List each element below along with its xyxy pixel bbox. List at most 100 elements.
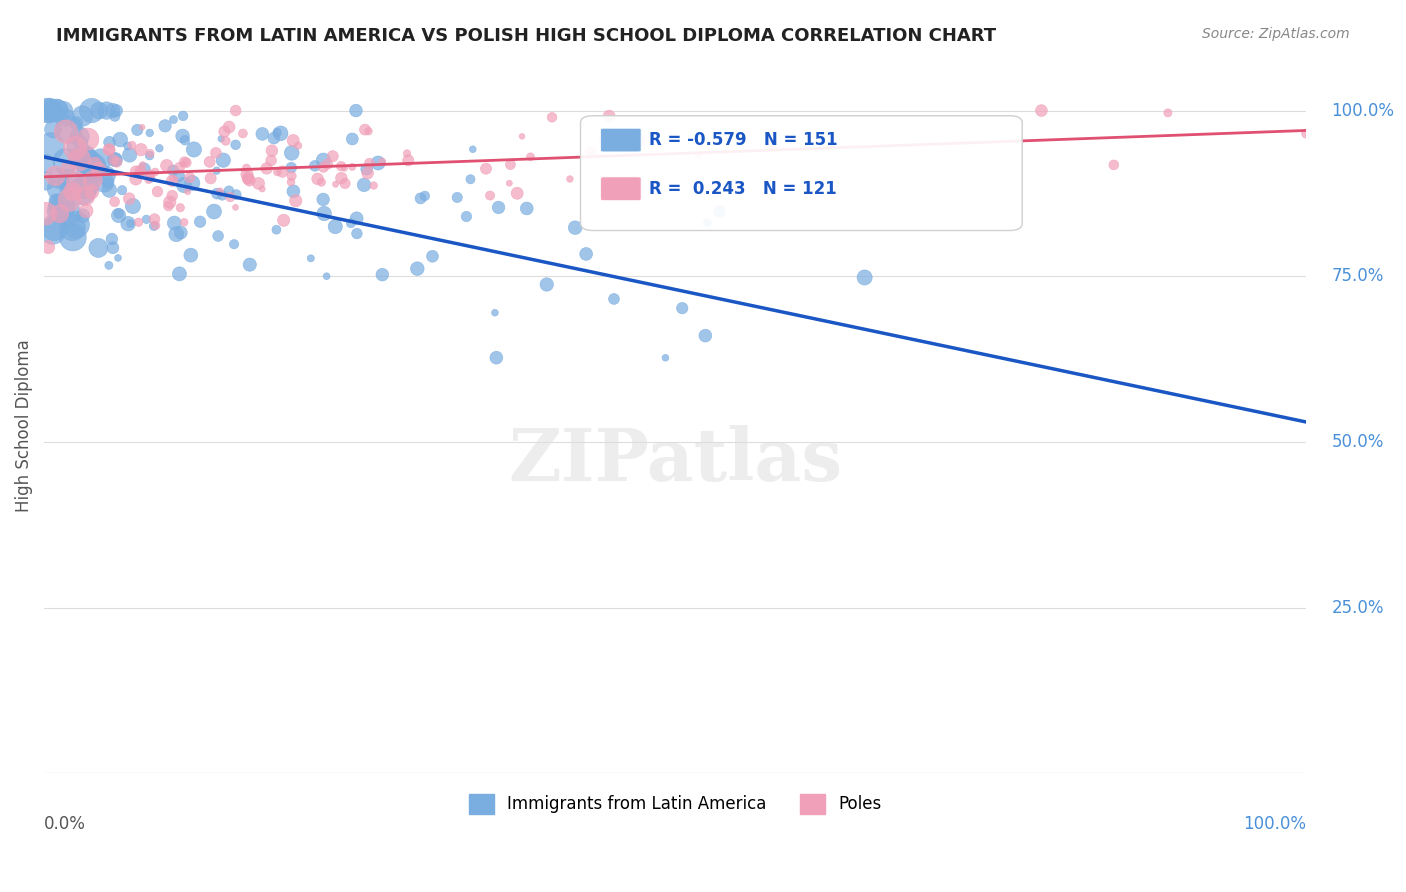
Point	[283, 184, 305, 198]
Point	[340, 216, 363, 230]
Point	[323, 219, 346, 234]
Legend: Immigrants from Latin America, Poles: Immigrants from Latin America, Poles	[463, 787, 889, 821]
Text: 100.0%: 100.0%	[1243, 815, 1306, 833]
Point	[356, 166, 378, 180]
Point	[236, 167, 259, 181]
Point	[69, 153, 91, 167]
Point	[238, 173, 260, 187]
Point	[117, 139, 139, 153]
Point	[330, 171, 353, 186]
Point	[312, 161, 335, 175]
Point	[162, 112, 184, 127]
Point	[252, 127, 274, 141]
Point	[58, 173, 80, 187]
Point	[170, 226, 193, 240]
Point	[58, 206, 80, 220]
Point	[39, 103, 62, 118]
Y-axis label: High School Diploma: High School Diploma	[15, 339, 32, 512]
Point	[280, 175, 302, 189]
Point	[579, 145, 602, 160]
Point	[499, 158, 522, 172]
Point	[129, 163, 152, 178]
Point	[333, 161, 356, 175]
Point	[346, 211, 368, 226]
Point	[169, 161, 191, 175]
Point	[342, 132, 364, 146]
Point	[101, 232, 124, 246]
Point	[143, 212, 166, 227]
Point	[396, 153, 419, 168]
Point	[104, 153, 127, 167]
Point	[218, 184, 240, 198]
Point	[169, 201, 191, 215]
Point	[200, 171, 222, 186]
Point	[163, 216, 186, 230]
Point	[280, 161, 302, 175]
Point	[1157, 106, 1180, 120]
Point	[446, 190, 468, 204]
Point	[271, 164, 294, 178]
Point	[55, 154, 77, 169]
Point	[139, 146, 162, 161]
Point	[354, 122, 377, 136]
Point	[118, 148, 141, 162]
Point	[141, 172, 163, 186]
Point	[55, 125, 77, 139]
Point	[247, 177, 270, 191]
Point	[409, 191, 432, 205]
Point	[104, 194, 127, 209]
Point	[72, 209, 94, 223]
Point	[174, 133, 197, 147]
Point	[87, 162, 110, 177]
Point	[98, 183, 121, 197]
Point	[48, 207, 70, 221]
Point	[103, 153, 125, 167]
Point	[34, 174, 56, 188]
Point	[124, 164, 146, 178]
Point	[342, 160, 364, 174]
Point	[853, 270, 876, 285]
Point	[173, 154, 195, 169]
Point	[506, 186, 529, 201]
Point	[138, 126, 160, 140]
Point	[603, 292, 626, 306]
Point	[688, 148, 710, 162]
Text: R = -0.579   N = 151: R = -0.579 N = 151	[648, 131, 838, 149]
Point	[183, 143, 205, 157]
FancyBboxPatch shape	[600, 128, 641, 152]
Point	[90, 153, 112, 167]
Point	[65, 218, 87, 232]
Point	[38, 103, 60, 118]
Point	[596, 134, 619, 148]
Point	[82, 162, 104, 177]
Point	[172, 128, 194, 143]
Point	[256, 161, 278, 176]
Point	[62, 230, 84, 244]
Point	[558, 172, 581, 186]
Point	[173, 215, 195, 229]
Point	[232, 127, 254, 141]
Point	[128, 215, 150, 229]
Point	[42, 224, 65, 238]
Point	[266, 165, 288, 179]
Point	[146, 185, 169, 199]
Point	[134, 162, 156, 177]
Point	[205, 186, 228, 201]
Point	[225, 187, 247, 202]
Point	[485, 351, 508, 365]
Point	[176, 185, 198, 199]
Point	[58, 122, 80, 136]
Point	[122, 199, 145, 213]
Point	[484, 306, 506, 320]
Point	[129, 166, 152, 180]
Text: R =  0.243   N = 121: R = 0.243 N = 121	[648, 180, 837, 198]
Point	[107, 251, 129, 265]
Point	[202, 204, 225, 219]
Point	[159, 195, 181, 210]
Point	[333, 177, 356, 191]
Point	[346, 227, 368, 241]
Point	[172, 157, 194, 171]
Point	[205, 163, 228, 178]
Point	[181, 176, 204, 190]
Point	[357, 124, 380, 138]
